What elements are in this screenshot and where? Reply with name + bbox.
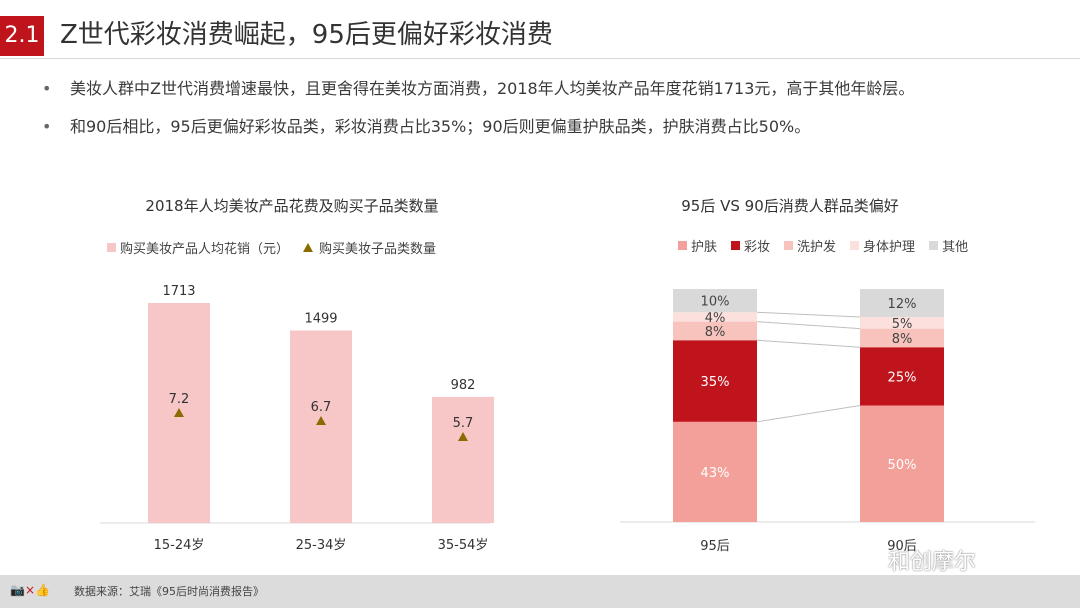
stacked-segment xyxy=(673,340,757,422)
segment-value-label: 10% xyxy=(701,295,730,310)
series-connector-line xyxy=(756,321,861,330)
legend-label: 身体护理 xyxy=(863,240,916,255)
legend-item-bodycare: 身体护理 xyxy=(850,236,915,255)
legend-swatch xyxy=(850,241,860,250)
bar-value-label: 1713 xyxy=(162,284,195,299)
right-chart-legend: 护肤 彩妆 洗护发 身体护理 其他 xyxy=(678,236,982,255)
triangle-marker xyxy=(174,408,184,417)
stacked-segment xyxy=(673,312,757,322)
bar-value-label: 982 xyxy=(451,378,476,393)
bar-spend xyxy=(432,396,494,523)
bullet-item: • 和90后相比，95后更偏好彩妆品类，彩妆消费占比35%；90后则更偏重护肤品类… xyxy=(42,116,1062,138)
legend-swatch xyxy=(731,241,741,250)
left-chart-legend: 购买美妆产品人均花销（元） 购买美妆子品类数量 xyxy=(107,238,450,257)
watermark: 和创摩尔 xyxy=(888,550,977,575)
series-connector-line xyxy=(756,339,861,348)
stacked-segment xyxy=(860,316,944,329)
legend-swatch xyxy=(678,241,687,250)
marker-value-label: 6.7 xyxy=(311,400,332,415)
legend-item-haircare: 洗护发 xyxy=(784,236,836,255)
legend-swatch xyxy=(107,243,116,252)
segment-value-label: 8% xyxy=(892,332,913,347)
segment-value-label: 8% xyxy=(705,325,726,340)
title-divider xyxy=(0,58,1080,59)
bullet-list: • 美妆人群中Z世代消费增速最快，且更舍得在美妆方面消费，2018年人均美妆产品年… xyxy=(42,78,1062,154)
segment-value-label: 35% xyxy=(701,375,730,390)
triangle-marker-icon xyxy=(303,243,314,252)
stacked-segment xyxy=(860,405,944,522)
stacked-segment xyxy=(860,328,944,348)
bullet-item: • 美妆人群中Z世代消费增速最快，且更舍得在美妆方面消费，2018年人均美妆产品年… xyxy=(42,78,1062,100)
legend-item-spend: 购买美妆产品人均花销（元） xyxy=(107,238,289,257)
section-number-badge: 2.1 xyxy=(0,16,44,56)
stacked-segment xyxy=(673,321,757,341)
triangle-marker xyxy=(458,432,468,441)
legend-swatch xyxy=(784,241,794,250)
legend-label: 护肤 xyxy=(691,240,718,255)
x-tick-label: 15-24岁 xyxy=(154,538,205,553)
legend-label: 洗护发 xyxy=(797,240,837,255)
x-tick-label: 90后 xyxy=(887,539,917,554)
bullet-text: 和90后相比，95后更偏好彩妆品类，彩妆消费占比35%；90后则更偏重护肤品类，… xyxy=(70,117,811,136)
series-connector-line xyxy=(756,405,861,423)
legend-label: 购买美妆产品人均花销（元） xyxy=(120,242,290,257)
marker-value-label: 5.7 xyxy=(453,416,474,431)
bar-value-label: 1499 xyxy=(304,311,337,326)
segment-value-label: 4% xyxy=(705,311,726,326)
stacked-segment xyxy=(673,421,757,522)
bullet-marker: • xyxy=(42,79,52,98)
x-tick-label: 95后 xyxy=(700,539,730,554)
footer-bar: 📷×👍 数据来源：艾瑞《95后时尚消费报告》 xyxy=(0,575,1080,608)
segment-value-label: 12% xyxy=(888,297,917,312)
series-connector-line xyxy=(756,311,861,318)
stacked-segment xyxy=(673,289,757,313)
data-source-note: 数据来源：艾瑞《95后时尚消费报告》 xyxy=(74,585,264,598)
stacked-segment xyxy=(860,289,944,317)
segment-value-label: 43% xyxy=(701,466,730,481)
legend-item-count: 购买美妆子品类数量 xyxy=(303,238,436,257)
bar-spend xyxy=(290,330,352,523)
legend-swatch xyxy=(929,241,939,250)
segment-value-label: 5% xyxy=(892,317,913,332)
left-bar-chart: 1713 7.2 15-24岁 1499 6.7 25-34岁 982 5.7 35-54岁 xyxy=(100,284,494,553)
bullet-text: 美妆人群中Z世代消费增速最快，且更舍得在美妆方面消费，2018年人均美妆产品年度… xyxy=(70,79,915,98)
legend-label: 购买美妆子品类数量 xyxy=(319,242,437,257)
brand-logo-icon: 📷×👍 xyxy=(10,583,50,597)
legend-item-skincare: 护肤 xyxy=(678,236,717,255)
x-tick-label: 35-54岁 xyxy=(438,538,489,553)
right-chart-title: 95后 VS 90后消费人群品类偏好 xyxy=(681,197,899,215)
legend-label: 其他 xyxy=(942,240,969,255)
legend-item-other: 其他 xyxy=(929,236,968,255)
legend-label: 彩妆 xyxy=(744,240,771,255)
segment-value-label: 25% xyxy=(888,370,917,385)
triangle-marker xyxy=(316,416,326,425)
marker-value-label: 7.2 xyxy=(169,392,190,407)
legend-item-makeup: 彩妆 xyxy=(731,236,770,255)
stacked-segment xyxy=(860,347,944,406)
x-tick-label: 25-34岁 xyxy=(296,538,347,553)
bullet-marker: • xyxy=(42,117,52,136)
page-title: Z世代彩妆消费崛起，95后更偏好彩妆消费 xyxy=(60,20,553,50)
left-chart-title: 2018年人均美妆产品花费及购买子品类数量 xyxy=(145,197,439,215)
segment-value-label: 50% xyxy=(888,458,917,473)
